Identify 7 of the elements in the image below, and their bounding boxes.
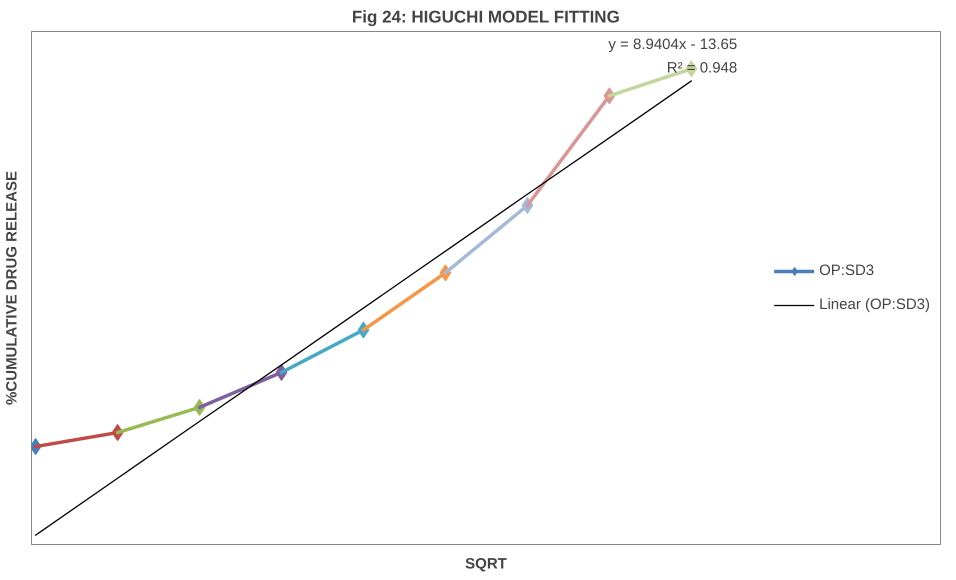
text: y = 8.9404x - 13.65	[608, 36, 738, 54]
annotation: R² = 0.948	[666, 59, 738, 76]
x-axis-title: SQRT	[465, 556, 507, 572]
legend-label: OP:SD3	[819, 262, 874, 279]
y-axis-title: %CUMULATIVE DRUG RELEASE	[4, 171, 20, 405]
legend-label: Linear (OP:SD3)	[819, 296, 930, 313]
chart-title: Fig 24: HIGUCHI MODEL FITTING	[352, 8, 620, 26]
